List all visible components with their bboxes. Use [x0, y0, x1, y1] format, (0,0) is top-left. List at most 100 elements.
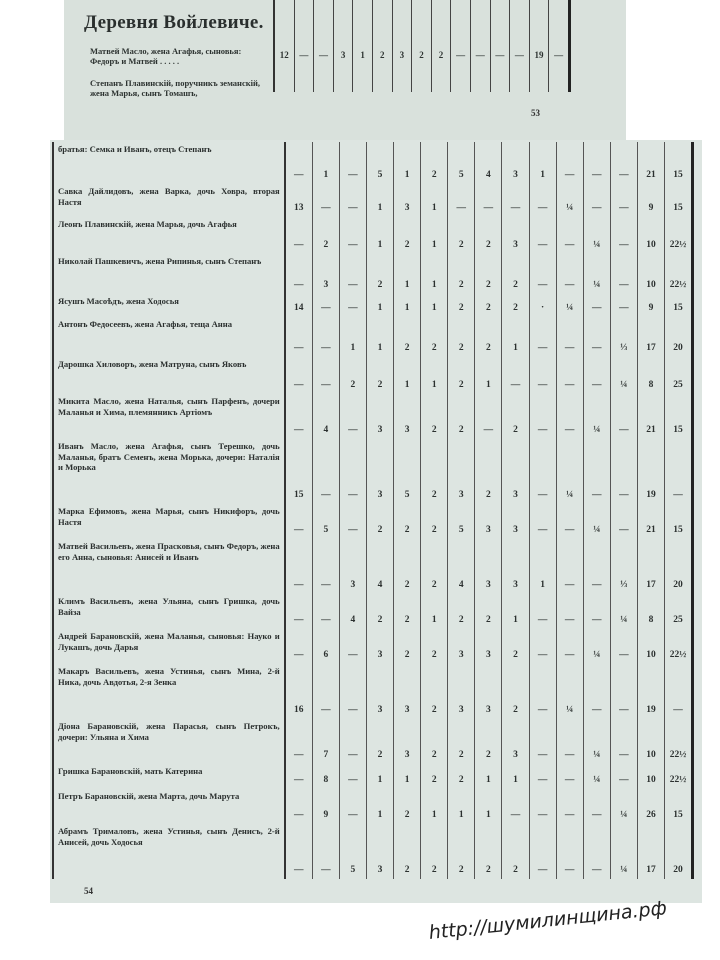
- cell-value: 2: [438, 50, 444, 60]
- table-cell: —: [611, 764, 638, 789]
- cell-value: —: [592, 380, 602, 390]
- cell-value: —: [514, 50, 524, 60]
- table-cell: —: [340, 439, 367, 504]
- table-cell: 1: [475, 789, 503, 824]
- cell-value: —: [321, 580, 331, 590]
- table-cell: 5: [367, 142, 395, 184]
- cell-value: 3: [404, 750, 410, 760]
- table-cell: 2: [475, 719, 503, 764]
- table-cell: —: [313, 294, 340, 317]
- table-cell: 1: [367, 184, 395, 217]
- cell-value: 2: [486, 303, 491, 313]
- cell-value: —: [348, 650, 358, 660]
- table-cell: 2: [502, 394, 530, 439]
- table-cell: 2: [412, 0, 432, 92]
- cell-value: 1: [486, 810, 491, 820]
- cell-value: —: [537, 490, 548, 500]
- page-number: 53: [531, 108, 540, 118]
- cell-value: 2: [431, 343, 437, 353]
- table-cell: 1: [530, 142, 557, 184]
- cell-value: —: [510, 810, 521, 820]
- table-cell: 2: [502, 664, 530, 719]
- table-cell: —: [530, 664, 557, 719]
- cell-value: 3: [350, 580, 356, 590]
- table-row: Ясушъ Масоѣдъ, жена Ходосья 14 — — 1 1 1 2 2 2 · ¼ —…: [54, 294, 695, 317]
- table-cell: 2: [313, 217, 340, 254]
- cell-value: ¼: [620, 380, 628, 390]
- cell-value: —: [293, 380, 304, 390]
- cell-value: —: [537, 425, 548, 435]
- table-row: Николай Пашкевичъ, жена Рипинья, сынъ Ст…: [54, 254, 695, 294]
- table-cell: 9: [638, 184, 665, 217]
- cell-value: ⅓: [620, 343, 628, 353]
- table-cell: 2: [448, 217, 476, 254]
- table-cell: 8: [313, 764, 340, 789]
- table-cell: —: [448, 184, 476, 217]
- table-cell: —: [313, 594, 340, 629]
- table-cell: —: [584, 317, 611, 357]
- cell-value: —: [537, 203, 548, 213]
- table-cell: 1: [421, 594, 449, 629]
- cell-value: 2: [377, 615, 383, 625]
- cell-value: ¼: [620, 615, 628, 625]
- village-heading: Деревня Войлевиче.: [84, 12, 264, 33]
- cell-value: —: [592, 303, 602, 313]
- table-cell: ⅓: [611, 539, 638, 594]
- table-cell: 21: [638, 394, 665, 439]
- table-cell: 17: [638, 539, 665, 594]
- cell-value: 2: [404, 650, 410, 660]
- cell-value: —: [293, 750, 304, 760]
- table-cell: 3: [448, 439, 476, 504]
- cell-value: —: [592, 810, 602, 820]
- cell-value: 2: [323, 240, 329, 250]
- table-cell: —: [286, 317, 313, 357]
- cell-value: 17: [646, 343, 656, 353]
- cell-value: —: [564, 580, 575, 590]
- cell-value: 1: [486, 775, 491, 785]
- cell-value: —: [348, 425, 358, 435]
- cell-value: 26: [646, 810, 656, 820]
- cell-value: —: [619, 170, 629, 180]
- cell-value: 2: [458, 425, 464, 435]
- cell-value: 1: [404, 303, 410, 313]
- table-cell: ·: [530, 294, 557, 317]
- table-row: Гришка Барановскій, мать Катерина —8—1 1 2 2…: [54, 764, 695, 789]
- cell-value: ·: [540, 303, 545, 313]
- table-cell: —: [313, 824, 340, 879]
- table-cell: 15: [665, 394, 695, 439]
- cell-value: 20: [673, 343, 683, 353]
- table-cell: 2: [448, 317, 476, 357]
- table-cell: 2: [421, 394, 449, 439]
- cell-value: 1: [377, 203, 383, 213]
- cell-value: 1: [377, 240, 383, 250]
- table-cell: 8: [638, 594, 665, 629]
- cell-value: 2: [458, 280, 464, 290]
- table-cell: 3: [475, 629, 503, 664]
- table-cell: 2: [448, 594, 476, 629]
- table-cell: —: [557, 142, 584, 184]
- table-cell: —: [611, 394, 638, 439]
- table-cell: 2: [394, 594, 422, 629]
- cell-value: 3: [513, 750, 518, 760]
- table-cell: 14: [286, 294, 313, 317]
- cell-value: 2: [458, 303, 464, 313]
- cell-value: 2: [513, 280, 518, 290]
- cell-value: —: [537, 240, 548, 250]
- table-cell: ¼: [584, 719, 611, 764]
- table-cell: 2: [421, 764, 449, 789]
- table-cell: 2: [432, 0, 452, 92]
- cell-value: 1: [513, 775, 518, 785]
- table-cell: 1: [502, 594, 530, 629]
- cell-value: 2: [404, 343, 410, 353]
- table-cell: 2: [421, 504, 449, 539]
- cell-value: —: [293, 280, 304, 290]
- table-cell: 7: [313, 719, 340, 764]
- table-cell: —: [295, 0, 315, 92]
- table-cell: 3: [367, 664, 395, 719]
- household-entry-name: Микита Масло, жена Наталья, сынъ Парфенъ…: [54, 394, 286, 439]
- top-table: 12— —3 1 2 3 2 2— — — —19—: [68, 0, 616, 92]
- cell-value: —: [293, 240, 304, 250]
- cell-value: 2: [431, 580, 437, 590]
- table-cell: 25: [665, 357, 695, 394]
- household-entry-name: братья: Семка и Иванъ, отецъ Степанъ: [54, 142, 286, 184]
